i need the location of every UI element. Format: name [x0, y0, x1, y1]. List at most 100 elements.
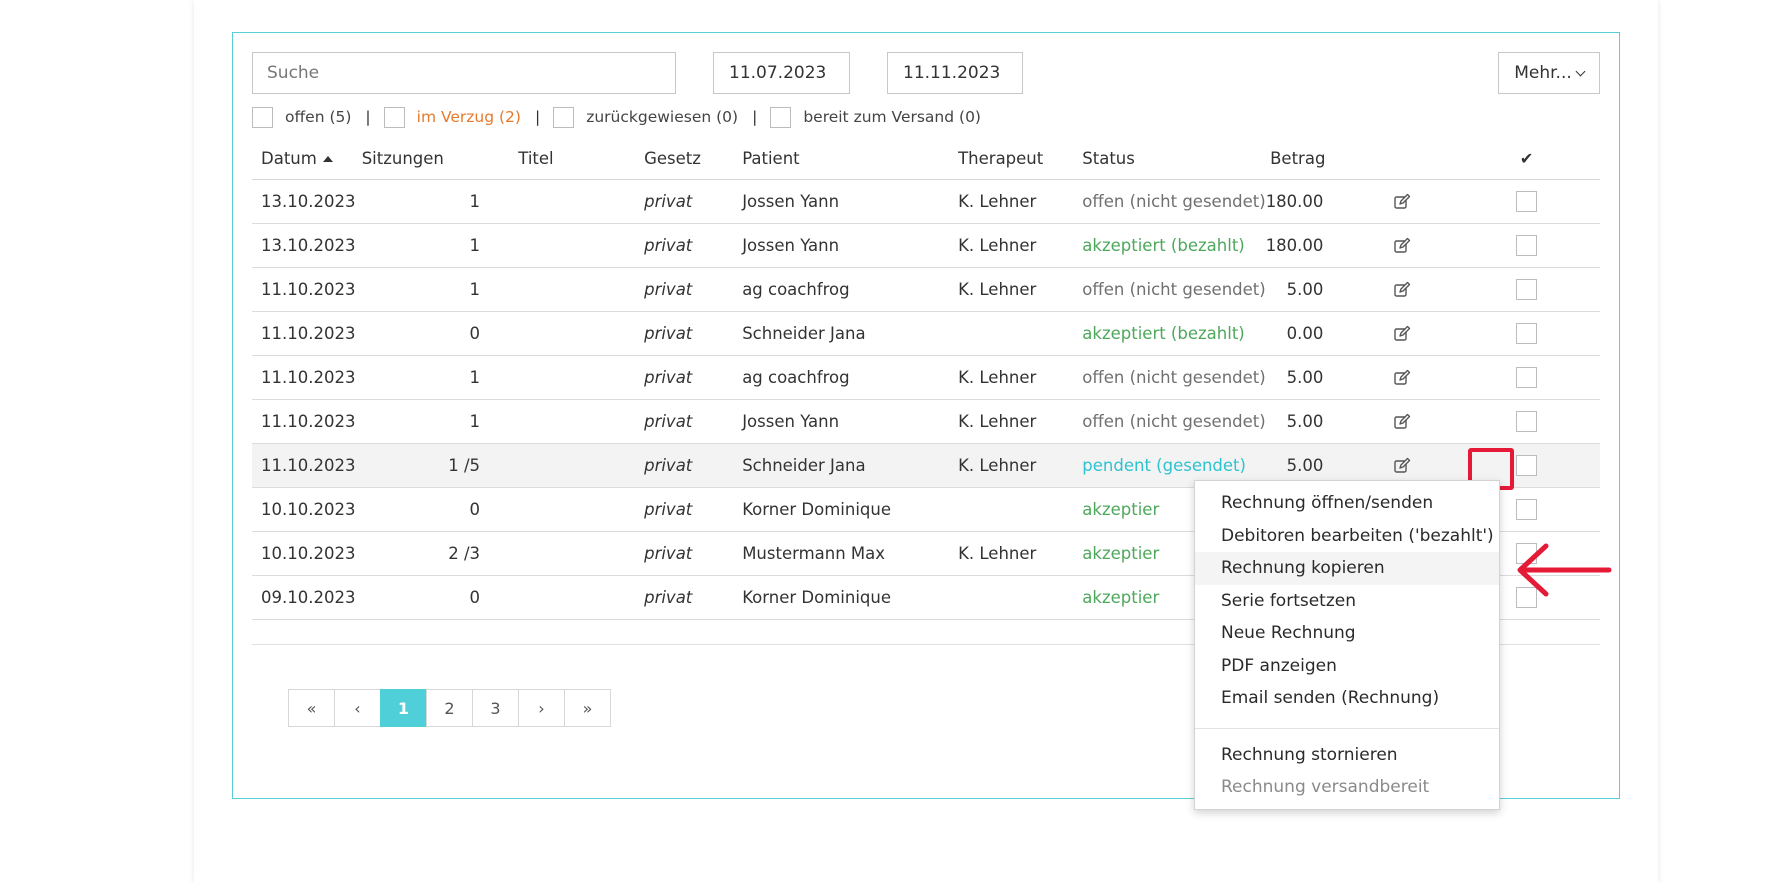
filter-rejected-checkbox[interactable]	[553, 106, 575, 128]
cell-select	[1480, 267, 1600, 312]
row-checkbox[interactable]	[1516, 454, 1538, 476]
filter-ready-checkbox[interactable]	[770, 106, 792, 128]
cell-select	[1480, 399, 1600, 444]
pagination-item[interactable]: ‹	[334, 689, 381, 727]
pagination-item[interactable]: 2	[426, 689, 473, 727]
cell-law: privat	[644, 267, 743, 312]
cell-title	[518, 355, 645, 400]
header-amount[interactable]: Betrag	[1265, 138, 1394, 180]
filter-overdue-label[interactable]: im Verzug (2)	[416, 108, 521, 126]
header-title[interactable]: Titel	[518, 138, 645, 180]
cell-select	[1480, 311, 1600, 356]
cell-patient: Jossen Yann	[742, 399, 959, 444]
table-row[interactable]: 11.10.2023 1 privat ag coachfrog K. Lehn…	[252, 355, 1600, 400]
more-button[interactable]: Mehr...	[1498, 52, 1600, 94]
context-menu-item[interactable]: Rechnung kopieren	[1195, 552, 1499, 585]
row-checkbox[interactable]	[1516, 366, 1538, 388]
pagination-item[interactable]: «	[288, 689, 335, 727]
cell-title	[518, 179, 645, 224]
table-row[interactable]: 11.10.2023 1 privat ag coachfrog K. Lehn…	[252, 267, 1600, 312]
context-menu-item[interactable]: Neue Rechnung	[1221, 623, 1356, 644]
cell-patient: ag coachfrog	[742, 355, 959, 400]
cell-date: 13.10.2023	[252, 179, 362, 224]
header-patient[interactable]: Patient	[742, 138, 959, 180]
table-row[interactable]: 11.10.2023 1 privat Jossen Yann K. Lehne…	[252, 399, 1600, 444]
cell-date: 09.10.2023	[252, 575, 362, 620]
filter-open-label[interactable]: offen (5)	[285, 108, 352, 126]
cell-amount: 5.00	[1265, 355, 1394, 400]
context-menu-item[interactable]: Email senden (Rechnung)	[1221, 688, 1440, 709]
cell-law: privat	[644, 311, 743, 356]
filter-separator: |	[534, 108, 541, 126]
table-header-row: Datum Sitzungen Titel Gesetz Patient The…	[252, 138, 1600, 180]
cell-law: privat	[644, 443, 743, 488]
row-checkbox[interactable]	[1516, 234, 1538, 256]
row-checkbox[interactable]	[1516, 190, 1538, 212]
header-check[interactable]: ✔	[1480, 138, 1600, 180]
cell-amount: 0.00	[1265, 311, 1394, 356]
row-checkbox[interactable]	[1516, 410, 1538, 432]
cell-edit	[1393, 311, 1481, 356]
pagination-item[interactable]: 3	[472, 689, 519, 727]
context-menu-item[interactable]: PDF anzeigen	[1221, 655, 1337, 676]
context-menu-item[interactable]: Serie fortsetzen	[1221, 590, 1357, 611]
row-checkbox[interactable]	[1516, 586, 1538, 608]
cell-date: 11.10.2023	[252, 267, 362, 312]
date-to-input[interactable]	[887, 52, 1023, 94]
cell-patient: Mustermann Max	[742, 531, 959, 576]
cell-patient: Jossen Yann	[742, 223, 959, 268]
table-row[interactable]: 11.10.2023 1 /5 privat Schneider Jana K.…	[252, 443, 1600, 488]
cell-patient: Schneider Jana	[742, 311, 959, 356]
cell-sessions: 1	[361, 267, 481, 312]
header-status[interactable]: Status	[1082, 138, 1266, 180]
table-row[interactable]: 13.10.2023 1 privat Jossen Yann K. Lehne…	[252, 179, 1600, 224]
table-row[interactable]: 13.10.2023 1 privat Jossen Yann K. Lehne…	[252, 223, 1600, 268]
cell-status: pendent (gesendet)	[1082, 443, 1266, 488]
pagination-item[interactable]: ›	[518, 689, 565, 727]
cell-sessions: 0	[361, 575, 481, 620]
cell-amount: 5.00	[1265, 267, 1394, 312]
pagination: «‹ 1 2 3 ›»	[288, 689, 611, 727]
context-menu-item[interactable]: Debitoren bearbeiten ('bezahlt')	[1221, 525, 1494, 546]
table-row[interactable]: 11.10.2023 0 privat Schneider Jana akzep…	[252, 311, 1600, 356]
edit-icon[interactable]	[1393, 369, 1411, 387]
cell-sessions: 1 /5	[361, 443, 481, 488]
table-row[interactable]: 10.10.2023 2 /3 privat Mustermann Max K.…	[252, 531, 1600, 576]
pagination-item[interactable]: 1	[380, 689, 427, 727]
cell-therapist: K. Lehner	[958, 531, 1083, 576]
search-input[interactable]	[252, 52, 676, 94]
filter-rejected-label[interactable]: zurückgewiesen (0)	[586, 108, 739, 126]
date-from-input[interactable]	[713, 52, 850, 94]
context-menu-divider	[1195, 727, 1499, 729]
context-menu-item[interactable]: Rechnung stornieren	[1221, 744, 1398, 765]
edit-icon[interactable]	[1393, 325, 1411, 343]
row-checkbox[interactable]	[1516, 498, 1538, 520]
edit-icon[interactable]	[1393, 413, 1411, 431]
cell-patient: ag coachfrog	[742, 267, 959, 312]
header-sessions[interactable]: Sitzungen	[361, 138, 481, 180]
pagination-item[interactable]: »	[564, 689, 611, 727]
edit-icon[interactable]	[1393, 281, 1411, 299]
header-therapist[interactable]: Therapeut	[958, 138, 1083, 180]
row-checkbox[interactable]	[1516, 278, 1538, 300]
invoice-table: Datum Sitzungen Titel Gesetz Patient The…	[252, 138, 1600, 620]
context-menu-item[interactable]: Rechnung öffnen/senden	[1221, 493, 1434, 514]
filter-ready-label[interactable]: bereit zum Versand (0)	[803, 108, 981, 126]
more-button-label: Mehr...	[1514, 63, 1572, 83]
edit-icon[interactable]	[1393, 237, 1411, 255]
cell-select	[1480, 487, 1600, 532]
row-checkbox[interactable]	[1516, 322, 1538, 344]
cell-title	[518, 399, 645, 444]
cell-title	[518, 531, 645, 576]
cell-date: 10.10.2023	[252, 487, 362, 532]
edit-icon[interactable]	[1393, 193, 1411, 211]
cell-sessions: 1	[361, 223, 481, 268]
header-date[interactable]: Datum	[252, 138, 362, 180]
edit-icon[interactable]	[1393, 457, 1411, 475]
cell-edit	[1393, 399, 1481, 444]
header-law[interactable]: Gesetz	[644, 138, 743, 180]
cell-title	[518, 443, 645, 488]
cell-select	[1480, 355, 1600, 400]
filter-open-checkbox[interactable]	[252, 106, 273, 128]
filter-overdue-checkbox[interactable]	[383, 106, 405, 128]
